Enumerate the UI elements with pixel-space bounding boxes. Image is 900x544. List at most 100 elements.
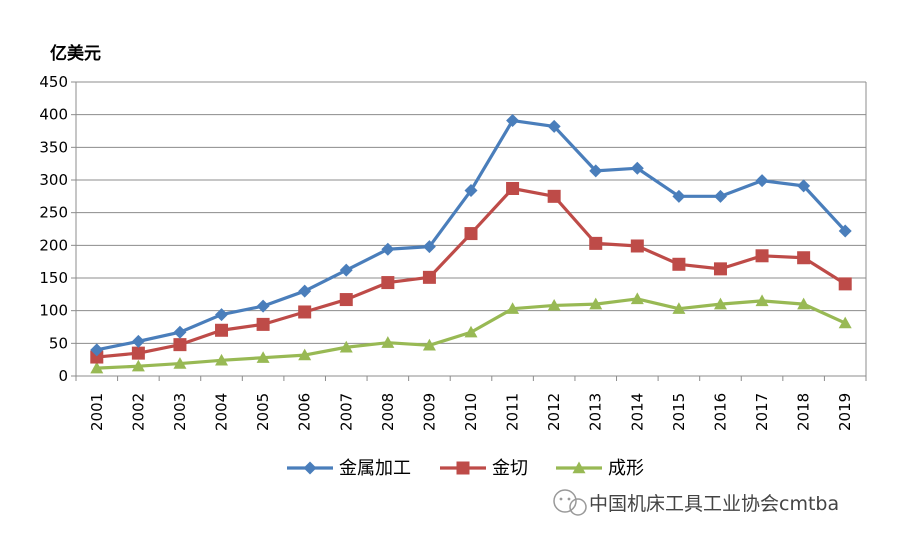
- x-tick-label: 2006: [296, 393, 314, 431]
- data-point: [422, 270, 436, 284]
- x-tick-label: 2009: [420, 393, 438, 431]
- y-tick-label: 0: [58, 367, 68, 385]
- legend: 金属加工 金切 成形: [287, 458, 644, 479]
- data-point: [131, 359, 145, 372]
- watermark: 中国机床工具工业协会cmtba: [553, 489, 839, 516]
- y-tick-label: 100: [39, 302, 68, 320]
- data-point: [215, 323, 229, 337]
- data-point: [672, 302, 686, 314]
- y-tick-labels: 0 50 100 150 200 250 300 350 400 450: [39, 73, 68, 385]
- y-axis-label: 亿美元: [50, 43, 101, 64]
- data-point: [506, 302, 520, 314]
- data-point: [339, 293, 353, 307]
- data-point: [672, 257, 686, 271]
- data-point: [173, 357, 187, 369]
- data-point: [381, 276, 395, 290]
- x-tick-label: 2019: [836, 393, 854, 431]
- legend-label: 金切: [492, 458, 528, 479]
- x-tick-label: 2013: [587, 393, 605, 431]
- data-point: [381, 336, 395, 348]
- data-point: [713, 189, 727, 203]
- data-point: [630, 161, 644, 175]
- data-point: [298, 348, 312, 361]
- data-point: [215, 353, 229, 366]
- series-triangle: [90, 292, 852, 374]
- data-point: [838, 316, 852, 329]
- data-point: [547, 119, 561, 133]
- data-point: [256, 299, 270, 313]
- y-tick-label: 300: [39, 171, 68, 189]
- y-tick-label: 150: [39, 269, 68, 287]
- x-tick-label: 2003: [171, 393, 189, 431]
- data-point: [339, 340, 353, 353]
- series-diamond: [90, 114, 852, 357]
- y-tick-label: 50: [49, 334, 68, 352]
- legend-item: 金属加工: [287, 458, 411, 479]
- x-tick-label: 2001: [88, 393, 106, 431]
- legend-label: 金属加工: [339, 458, 411, 479]
- data-point: [630, 292, 644, 305]
- data-point: [464, 227, 478, 241]
- x-tick-labels: 2001 2002 2003 2004 2005 2006 2007 2008 2009 2010…: [88, 393, 854, 431]
- x-tick-label: 2002: [129, 393, 147, 431]
- wechat-icon: [553, 489, 587, 516]
- data-point: [173, 325, 187, 339]
- data-point: [755, 249, 769, 263]
- data-point: [713, 297, 727, 310]
- grid-lines: [76, 81, 866, 377]
- series-square: [90, 181, 852, 364]
- legend-marker: [572, 461, 586, 474]
- x-tick-label: 2014: [628, 393, 646, 431]
- x-tick-label: 2007: [337, 393, 355, 431]
- data-point: [506, 181, 520, 195]
- x-tick-label: 2008: [379, 393, 397, 431]
- axes: [71, 81, 867, 381]
- x-tick-label: 2005: [254, 393, 272, 431]
- data-point: [589, 297, 603, 310]
- data-point: [298, 284, 312, 298]
- x-tick-label: 2011: [504, 393, 522, 431]
- data-point: [339, 263, 353, 277]
- data-point: [256, 351, 270, 363]
- data-point: [630, 239, 644, 253]
- y-tick-label: 400: [39, 106, 68, 124]
- x-tick-label: 2016: [711, 393, 729, 431]
- data-point: [589, 164, 603, 178]
- watermark-text: 中国机床工具工业协会cmtba: [589, 493, 839, 515]
- legend-marker: [303, 461, 317, 475]
- data-point: [131, 334, 145, 348]
- data-point: [90, 343, 104, 357]
- data-point: [90, 361, 104, 374]
- legend-marker: [456, 461, 470, 475]
- y-tick-label: 250: [39, 204, 68, 222]
- x-tick-label: 2010: [462, 393, 480, 431]
- data-point: [131, 346, 145, 360]
- data-point: [797, 179, 811, 193]
- legend-label: 成形: [608, 458, 644, 479]
- y-tick-label: 350: [39, 138, 68, 156]
- data-point: [506, 114, 520, 128]
- legend-item: 成形: [556, 458, 644, 479]
- data-point: [755, 294, 769, 307]
- data-point: [422, 338, 436, 351]
- data-point: [381, 242, 395, 256]
- data-point: [464, 325, 478, 338]
- data-point: [298, 305, 312, 319]
- x-tick-label: 2012: [545, 393, 563, 431]
- data-point: [838, 224, 852, 238]
- data-point: [256, 317, 270, 331]
- x-tick-label: 2018: [795, 393, 813, 431]
- data-point: [547, 298, 561, 311]
- y-tick-label: 450: [39, 73, 68, 91]
- data-point: [838, 277, 852, 291]
- x-tick-label: 2015: [670, 393, 688, 431]
- data-point: [173, 338, 187, 352]
- series-group: [90, 114, 852, 374]
- x-tick-label: 2017: [753, 393, 771, 431]
- data-point: [215, 308, 229, 322]
- data-point: [464, 183, 478, 197]
- data-point: [797, 297, 811, 310]
- data-point: [547, 189, 561, 203]
- data-point: [90, 350, 104, 364]
